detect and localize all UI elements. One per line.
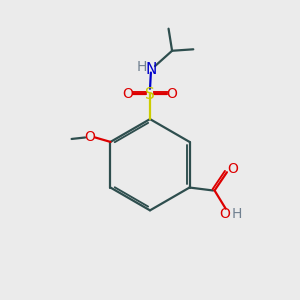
Text: O: O xyxy=(227,162,238,176)
Text: O: O xyxy=(167,87,178,101)
Text: O: O xyxy=(220,207,231,221)
Text: N: N xyxy=(146,61,157,76)
Text: H: H xyxy=(232,207,242,221)
Text: O: O xyxy=(122,87,134,101)
Text: O: O xyxy=(84,130,95,145)
Text: H: H xyxy=(137,60,147,74)
Text: S: S xyxy=(145,87,155,102)
